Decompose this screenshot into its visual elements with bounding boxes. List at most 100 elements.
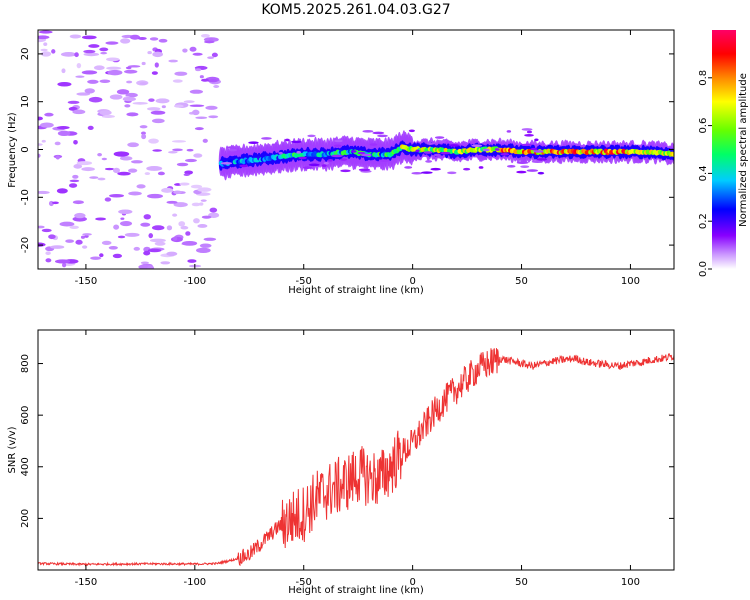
spectrogram-noise-blob — [80, 235, 86, 239]
spectrogram-noise-blob — [151, 225, 165, 231]
spectrogram-noise-blob — [101, 114, 115, 119]
snr-x-ticks: -150 -100 -50 0 50 100 — [75, 330, 640, 588]
spectrogram-noise-blob — [172, 79, 183, 83]
spectrogram-noise-blob — [57, 82, 72, 87]
spectrogram-fragment — [271, 143, 279, 147]
spectrogram-noise-blob — [144, 172, 151, 176]
spectrogram-fragment — [421, 171, 433, 174]
spectrogram-noise-blob — [178, 221, 186, 227]
spectrogram-fragment — [536, 158, 548, 161]
spectrogram-noise-blob — [143, 250, 151, 256]
spectrogram-noise-blob — [109, 194, 125, 198]
spectrogram-noise-blob — [108, 246, 118, 250]
spectrogram-noise-blob — [89, 176, 99, 179]
y-tick-label: 400 — [20, 457, 31, 476]
spectrogram-noise-blob — [81, 35, 97, 40]
spectrogram-noise-blob — [154, 62, 159, 68]
spectrogram-noise-blob — [199, 202, 204, 206]
spectrogram-fragment — [534, 138, 539, 142]
spectrogram-fragment — [537, 171, 545, 175]
spectrogram-noise-blob — [84, 235, 89, 238]
spectrogram-noise-blob — [197, 223, 208, 228]
spectrogram-noise-blob — [56, 125, 70, 130]
spectrogram-fragment — [378, 159, 390, 162]
spectrogram-noise-blob — [113, 224, 120, 230]
spectrogram-noise-blob — [95, 217, 107, 221]
spectrogram-noise-blob — [195, 68, 202, 72]
spectrogram-fragment — [298, 156, 307, 160]
spectrogram-noise-blob — [146, 166, 163, 171]
spectrogram-noise-blob — [180, 225, 189, 230]
spectrogram-noise-blob — [172, 213, 178, 217]
spectrogram-noise-blob — [160, 261, 171, 265]
spectrogram-noise-blob — [88, 44, 100, 48]
spectrogram-noise-blob — [73, 164, 83, 169]
spectrogram-noise-blob — [199, 75, 204, 79]
x-tick-label: 100 — [621, 577, 640, 588]
spectrogram-noise-blob — [130, 160, 143, 164]
spectrogram-fragment — [228, 148, 238, 152]
spectrogram-noise-blob — [122, 96, 136, 102]
spectrogram-noise-blob — [107, 69, 123, 76]
spectrogram-fragment — [447, 171, 457, 175]
spectrogram-noise-blob — [147, 193, 163, 199]
spectrogram-fragment — [506, 130, 512, 133]
spectrogram-noise-blob — [124, 104, 131, 108]
spectrogram-noise-blob — [184, 158, 197, 163]
spectrogram-noise-blob — [60, 52, 77, 57]
spectrogram-fragment — [516, 161, 529, 165]
spectrogram-fragment — [357, 151, 366, 155]
spectrogram-noise-blob — [75, 75, 85, 78]
spectrogram-fragment — [321, 164, 327, 167]
y-tick-label: 10 — [20, 95, 31, 108]
spectrogram-fragment — [404, 166, 413, 169]
spectrogram-fragment — [521, 128, 533, 131]
spectrogram-noise-blob — [124, 232, 140, 237]
spectrogram-noise-blob — [174, 71, 188, 76]
spectrogram-noise-blob — [185, 231, 191, 236]
spectrogram-noise-blob — [209, 207, 218, 213]
y-tick-label: 800 — [20, 354, 31, 373]
spectrogram-noise-blob — [44, 112, 54, 117]
spectrogram-noise-blob — [205, 105, 218, 110]
spectrogram-noise-blob — [38, 242, 46, 247]
spectrogram-noise-blob — [109, 94, 123, 100]
spectrogram-fragment — [220, 162, 233, 165]
spectrogram-noise-blob — [190, 184, 203, 189]
spectrogram-noise-blob — [150, 110, 166, 115]
spectrogram-noise-blob — [207, 56, 215, 60]
spectrogram-noise-blob — [187, 259, 197, 263]
spectrogram-noise-blob — [40, 122, 54, 128]
spectrogram-fragment — [339, 158, 348, 161]
spectrogram-x-ticks: -150 -100 -50 0 50 100 — [75, 30, 640, 287]
spectrogram-noise-blob — [166, 225, 173, 231]
x-tick-label: -100 — [183, 577, 206, 588]
spectrogram-noise-blob — [112, 167, 121, 174]
spectrogram-noise-blob — [193, 153, 203, 158]
spectrogram-fragment — [290, 140, 302, 144]
figure-title: KOM5.2025.261.04.03.G27 — [261, 2, 450, 18]
x-tick-label: -150 — [75, 577, 98, 588]
spectrogram-noise-blob — [72, 174, 79, 179]
spectrogram-fragment — [520, 165, 530, 168]
spectrogram-fragment — [323, 161, 329, 165]
spectrogram-noise-blob — [97, 152, 102, 157]
spectrogram-noise-blob — [74, 212, 86, 219]
spectrogram-noise-blob — [106, 57, 120, 62]
spectrogram-noise-blob — [101, 157, 107, 161]
spectrogram-noise-blob — [189, 89, 204, 94]
spectrogram-noise-blob — [41, 139, 46, 143]
spectrogram-fragment — [248, 141, 259, 145]
spectrogram-noise-blob — [43, 42, 48, 46]
spectrogram-noise-blob — [204, 40, 215, 44]
snr-y-ticks: 200 400 600 800 — [20, 354, 674, 528]
spectrogram-fragment — [302, 166, 312, 169]
spectrogram-fragment — [285, 138, 290, 142]
spectrogram-y-ticks: -20 -10 0 10 20 — [20, 48, 674, 253]
spectrogram-noise-blob — [149, 37, 159, 41]
colorbar-tick-label: 0.4 — [698, 165, 709, 181]
x-tick-label: -150 — [75, 276, 98, 287]
spectrogram-fragment — [307, 134, 316, 138]
spectrogram-noise-blob — [83, 49, 96, 54]
spectrogram-noise-blob — [87, 125, 94, 131]
